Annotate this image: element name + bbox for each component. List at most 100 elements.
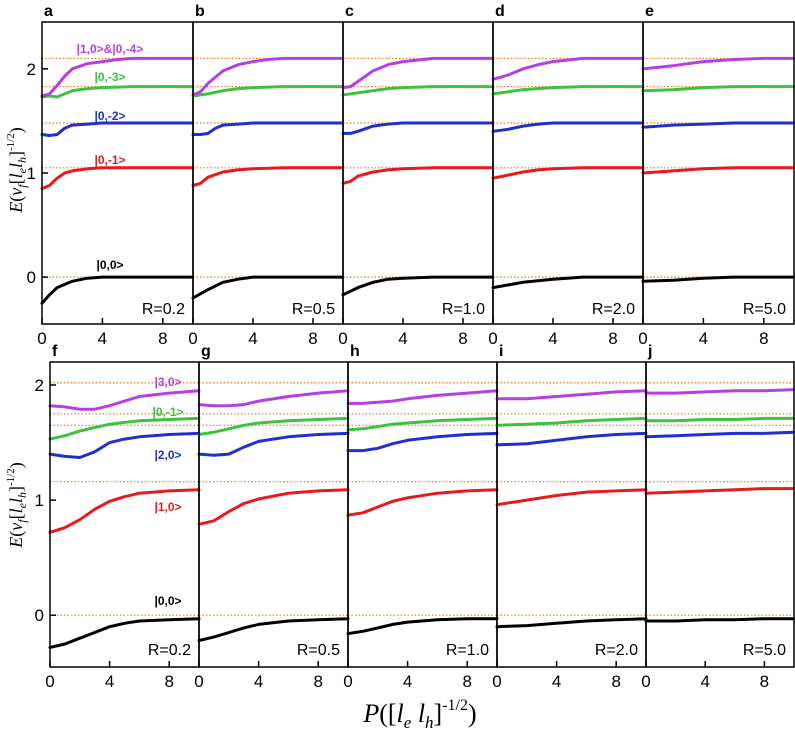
panel-j: 0 4 8 j R=5.0	[641, 343, 795, 691]
panel-letter: g	[201, 343, 211, 360]
x-tick-label: 0	[641, 672, 650, 691]
series-line-green	[197, 416, 350, 436]
panel-letter: h	[350, 343, 360, 360]
x-tick-label: 0	[338, 329, 347, 348]
x-tick-label: 4	[700, 672, 709, 691]
x-tick-label: 8	[611, 672, 620, 691]
series-line-black	[644, 617, 795, 623]
ratio-label: R=2.0	[592, 301, 635, 318]
x-tick-label: 8	[759, 329, 768, 348]
state-label: |0,0>	[96, 258, 123, 272]
series-line-black	[641, 275, 795, 283]
series-line-purple	[191, 56, 345, 97]
panel-frame	[642, 21, 795, 325]
x-tick-label: 0	[343, 672, 352, 691]
panel-letter: j	[647, 343, 652, 360]
series-line-purple	[341, 56, 495, 90]
series-line-black	[48, 617, 201, 649]
series-line-purple	[495, 389, 648, 401]
state-label: |1,0>	[154, 500, 181, 514]
series-line-black	[197, 617, 350, 642]
series-line-green	[644, 416, 795, 423]
y-axis-label-top: E(vf[lelh]-1/2)	[5, 127, 29, 213]
series-line-green	[346, 416, 499, 432]
x-tick-label: 0	[188, 329, 197, 348]
state-label: |1,0>&|0,-4>	[77, 42, 144, 56]
y-tick-label: 0	[27, 268, 36, 287]
series-line-purple	[641, 56, 795, 71]
series-line-red	[197, 488, 350, 526]
top-panel-row: 0 4 8aR=0.2012|1,0>&|0,-4>|0,-3>|0,-2>|0,-…	[27, 3, 795, 348]
x-tick-label: 4	[98, 329, 107, 348]
series-line-green	[191, 85, 345, 98]
series-line-green	[641, 85, 795, 93]
y-tick-label: 0	[35, 606, 44, 625]
x-tick-label: 0	[638, 329, 647, 348]
x-tick-label: 8	[458, 329, 467, 348]
state-label: |0,-1>	[152, 405, 183, 419]
panel-letter: e	[645, 3, 654, 20]
panel-b: 0 4 8 b R=0.5	[188, 3, 345, 348]
y-tick-label: 2	[35, 376, 44, 395]
y-tick-label: 2	[27, 60, 36, 79]
x-tick-label: 8	[608, 329, 617, 348]
panel-a: 0 4 8aR=0.2012|1,0>&|0,-4>|0,-3>|0,-2>|0,-…	[27, 3, 195, 348]
x-tick-label: 4	[398, 329, 407, 348]
series-line-blue	[197, 431, 350, 457]
x-tick-label: 0	[45, 672, 54, 691]
ratio-label: R=0.5	[292, 301, 335, 318]
series-line-purple	[346, 389, 499, 405]
series-line-red	[341, 166, 495, 185]
series-line-black	[495, 617, 648, 629]
x-tick-label: 8	[760, 672, 769, 691]
series-line-blue	[641, 121, 795, 129]
panel-c: 0 4 8 c R=1.0	[338, 3, 495, 348]
series-line-red	[495, 488, 648, 507]
series-line-green	[341, 85, 495, 97]
panel-e: 0 4 8 e R=5.0	[638, 3, 795, 348]
panel-letter: b	[195, 3, 205, 20]
series-line-red	[641, 166, 795, 175]
state-label: |2,0>	[154, 448, 181, 462]
panel-letter: c	[345, 3, 354, 20]
series-line-red	[40, 166, 195, 191]
series-line-green	[491, 85, 645, 96]
series-line-black	[341, 275, 495, 297]
series-line-purple	[40, 56, 195, 98]
x-tick-label: 8	[308, 329, 317, 348]
series-line-blue	[644, 430, 795, 439]
x-tick-label: 4	[548, 329, 557, 348]
panel-letter: a	[44, 3, 53, 20]
ratio-label: R=0.2	[148, 642, 191, 659]
ratio-label: R=0.5	[297, 642, 340, 659]
x-tick-label: 8	[158, 329, 167, 348]
series-line-blue	[495, 431, 648, 447]
panel-frame	[645, 361, 795, 668]
y-tick-label: 1	[27, 164, 36, 183]
series-line-blue	[491, 121, 645, 133]
panel-letter: f	[52, 343, 58, 360]
y-axis-label-bottom: E(vf[lelh]-1/2)	[5, 462, 29, 548]
series-line-black	[491, 275, 645, 290]
state-label: |0,-2>	[94, 109, 125, 123]
series-line-green	[48, 416, 201, 441]
x-tick-label: 4	[552, 672, 561, 691]
x-tick-label: 8	[313, 672, 322, 691]
y-tick-label: 1	[35, 491, 44, 510]
series-line-red	[491, 166, 645, 180]
series-line-black	[40, 275, 195, 305]
ratio-label: R=5.0	[743, 301, 786, 318]
series-line-black	[191, 275, 345, 300]
series-line-green	[40, 85, 195, 99]
series-line-blue	[191, 121, 345, 136]
series-line-purple	[491, 56, 645, 81]
x-tick-label: 0	[492, 672, 501, 691]
panel-frame	[192, 21, 344, 325]
ratio-label: R=0.2	[142, 301, 185, 318]
series-line-red	[191, 166, 345, 187]
x-tick-label: 4	[248, 329, 257, 348]
panel-h: 0 4 8 h R=1.0	[343, 343, 499, 691]
series-line-purple	[197, 389, 350, 408]
